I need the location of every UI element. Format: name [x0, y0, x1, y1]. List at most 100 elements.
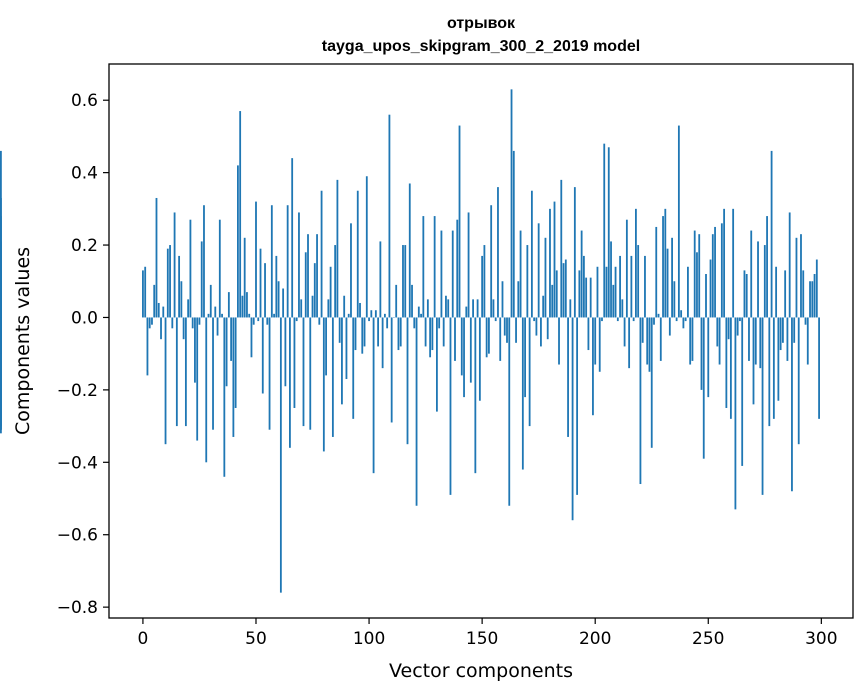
bar — [734, 317, 737, 510]
bar — [164, 317, 167, 445]
bar — [166, 248, 169, 318]
bar — [313, 263, 316, 318]
bar — [788, 212, 791, 318]
bars-group — [0, 89, 820, 593]
bar — [594, 317, 597, 365]
bar — [445, 295, 447, 318]
bar — [413, 317, 416, 329]
plot-frame — [108, 63, 854, 619]
bar — [438, 317, 441, 329]
bar — [458, 125, 461, 318]
bar — [632, 317, 635, 322]
bar — [266, 317, 269, 325]
bar — [207, 313, 210, 318]
bar — [379, 241, 382, 318]
bar — [573, 187, 576, 318]
x-axis-label: Vector components — [389, 660, 573, 682]
bar — [223, 317, 226, 477]
bar — [327, 299, 330, 318]
bar — [374, 310, 377, 318]
chart-title: отрывок — [447, 15, 516, 32]
bar — [243, 237, 246, 318]
bar — [655, 226, 658, 318]
bar — [153, 284, 156, 318]
bar — [415, 317, 418, 506]
bar — [397, 317, 400, 351]
bar — [698, 234, 701, 318]
bar — [250, 317, 253, 358]
bar — [553, 201, 556, 318]
bar — [184, 317, 187, 427]
bar — [743, 270, 746, 318]
bar — [537, 223, 540, 318]
bar — [499, 317, 502, 361]
bar — [720, 223, 723, 318]
bar — [689, 317, 692, 365]
bar — [815, 259, 818, 318]
bar — [707, 317, 710, 398]
bar — [225, 317, 228, 387]
y-tick-label: 0.6 — [71, 91, 98, 111]
bar — [517, 281, 520, 318]
bar — [162, 306, 165, 318]
bar — [205, 317, 208, 463]
bar — [494, 317, 497, 322]
bar — [191, 317, 194, 329]
bar — [596, 266, 599, 318]
x-tick-label: 0 — [138, 629, 149, 649]
bar — [759, 317, 762, 369]
bar — [711, 234, 714, 318]
bar — [802, 270, 805, 318]
bar — [433, 216, 436, 318]
bar — [684, 317, 687, 322]
bar — [472, 299, 474, 318]
bar — [291, 158, 294, 318]
bar — [463, 317, 465, 398]
bar — [402, 245, 404, 318]
bar — [793, 317, 796, 343]
bar — [325, 317, 327, 376]
x-tick-label: 250 — [692, 629, 724, 649]
bar — [635, 208, 637, 318]
bar — [691, 317, 694, 361]
bar — [227, 292, 230, 318]
y-axis-label: Components values — [12, 247, 34, 435]
bar — [273, 313, 275, 318]
bar — [440, 230, 443, 318]
bar — [144, 266, 147, 318]
bar — [800, 234, 802, 318]
bar — [198, 317, 201, 325]
bar — [508, 317, 511, 506]
bar — [607, 147, 610, 318]
bar — [569, 299, 572, 318]
bar — [551, 284, 554, 318]
x-axis-ticks: 0 50 100 150 200 250 300 — [138, 618, 838, 649]
bar — [196, 317, 199, 441]
bar — [451, 230, 454, 318]
bar — [589, 277, 592, 318]
bar — [761, 317, 764, 495]
bar — [309, 317, 312, 430]
bar — [261, 317, 264, 394]
bar — [637, 245, 640, 318]
x-tick-label: 200 — [579, 629, 611, 649]
bar — [436, 317, 438, 412]
bar — [354, 317, 357, 351]
bar — [218, 219, 221, 318]
bar — [230, 317, 233, 361]
bar — [616, 317, 619, 322]
bar — [639, 317, 642, 485]
bar — [264, 263, 266, 318]
bar — [709, 259, 712, 318]
bar — [549, 208, 551, 318]
bar — [492, 299, 495, 318]
bar — [752, 317, 755, 405]
bar — [519, 230, 522, 318]
bar — [628, 317, 631, 369]
bar — [768, 317, 771, 427]
bar — [343, 295, 346, 318]
bar — [748, 317, 750, 361]
bar — [160, 317, 162, 340]
bar — [524, 317, 526, 398]
